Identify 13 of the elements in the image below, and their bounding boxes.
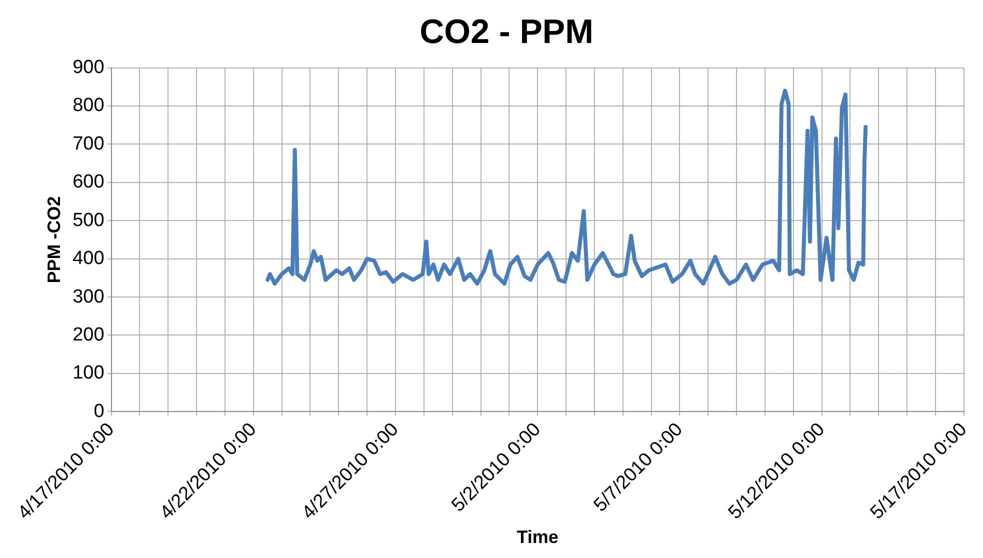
y-tick-label: 100	[72, 362, 104, 384]
y-tick-label: 400	[72, 248, 104, 270]
y-tick-label: 500	[72, 210, 104, 231]
y-tick-label: 700	[72, 133, 104, 154]
y-tick-label: 0	[94, 400, 104, 422]
y-tick-label: 800	[72, 95, 104, 116]
x-axis-title: Time	[516, 527, 558, 548]
y-tick-label: 900	[72, 57, 104, 78]
y-tick-label: 200	[72, 324, 104, 346]
y-axis-title: PPM -CO2	[44, 196, 64, 284]
chart-title: CO2 - PPM	[420, 12, 594, 51]
y-tick-label: 600	[72, 172, 104, 193]
y-tick-label: 300	[72, 286, 104, 308]
